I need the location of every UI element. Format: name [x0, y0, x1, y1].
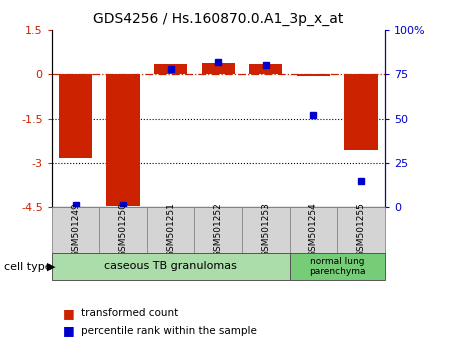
Text: normal lung
parenchyma: normal lung parenchyma — [309, 257, 365, 276]
Bar — [52, 207, 99, 253]
Text: GSM501249: GSM501249 — [71, 202, 80, 257]
Text: cell type: cell type — [4, 262, 52, 272]
Text: caseous TB granulomas: caseous TB granulomas — [104, 261, 237, 272]
Text: GSM501250: GSM501250 — [119, 202, 128, 257]
Text: ■: ■ — [63, 325, 75, 337]
Text: transformed count: transformed count — [81, 308, 178, 318]
Bar — [59, 74, 92, 159]
Text: ■: ■ — [63, 307, 75, 320]
Text: GSM501254: GSM501254 — [309, 202, 318, 257]
Bar — [249, 64, 283, 74]
Text: ▶: ▶ — [47, 262, 56, 272]
Bar — [337, 207, 385, 253]
Bar — [107, 74, 140, 206]
Bar — [297, 74, 330, 76]
Bar — [242, 207, 290, 253]
Text: GSM501251: GSM501251 — [166, 202, 175, 257]
Text: GSM501252: GSM501252 — [214, 202, 223, 257]
Text: GSM501253: GSM501253 — [261, 202, 270, 257]
Bar — [52, 253, 290, 280]
Bar — [147, 207, 194, 253]
Title: GDS4256 / Hs.160870.0.A1_3p_x_at: GDS4256 / Hs.160870.0.A1_3p_x_at — [93, 12, 343, 26]
Bar — [202, 63, 235, 74]
Text: percentile rank within the sample: percentile rank within the sample — [81, 326, 257, 336]
Bar — [154, 64, 187, 74]
Bar — [290, 253, 385, 280]
Bar — [290, 207, 337, 253]
Text: GSM501255: GSM501255 — [356, 202, 365, 257]
Bar — [99, 207, 147, 253]
Bar — [194, 207, 242, 253]
Bar — [344, 74, 378, 149]
